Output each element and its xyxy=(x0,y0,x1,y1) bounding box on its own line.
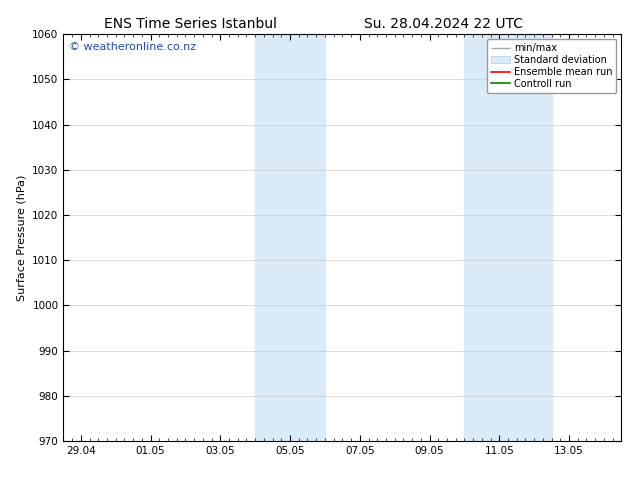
Bar xyxy=(255,34,325,441)
Y-axis label: Surface Pressure (hPa): Surface Pressure (hPa) xyxy=(16,174,27,301)
Text: Su. 28.04.2024 22 UTC: Su. 28.04.2024 22 UTC xyxy=(365,17,523,31)
Text: © weatheronline.co.nz: © weatheronline.co.nz xyxy=(69,43,196,52)
Bar xyxy=(500,34,552,441)
Text: ENS Time Series Istanbul: ENS Time Series Istanbul xyxy=(104,17,276,31)
Bar xyxy=(464,34,500,441)
Legend: min/max, Standard deviation, Ensemble mean run, Controll run: min/max, Standard deviation, Ensemble me… xyxy=(487,39,616,93)
